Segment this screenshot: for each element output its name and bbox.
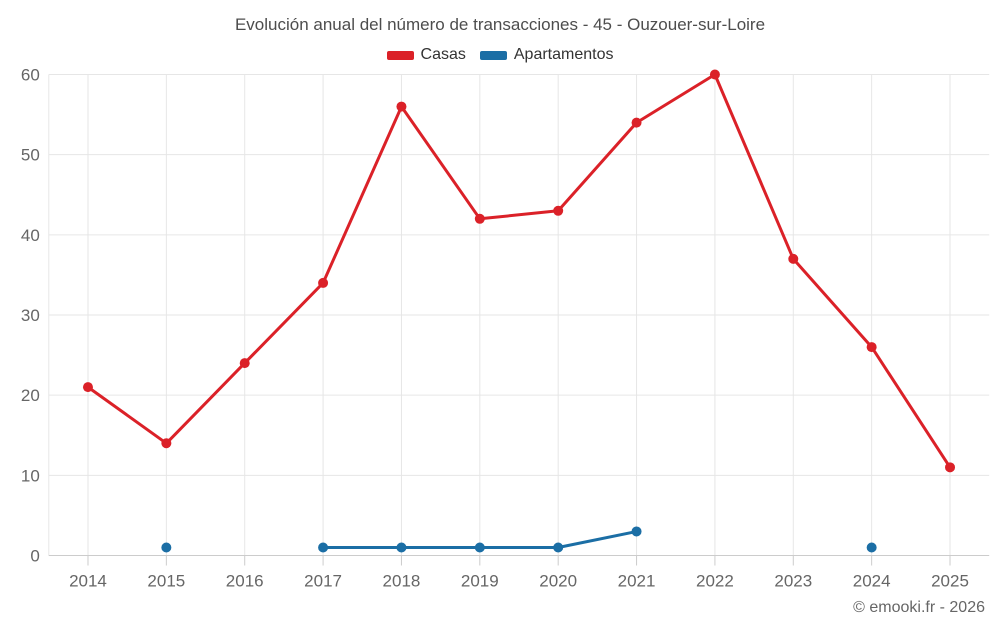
data-point-marker[interactable] bbox=[396, 542, 407, 553]
data-point-marker[interactable] bbox=[788, 253, 799, 264]
x-axis-tick-label: 2023 bbox=[774, 572, 812, 591]
y-axis-tick-label: 40 bbox=[21, 226, 40, 245]
y-axis-tick-label: 0 bbox=[30, 547, 39, 566]
x-axis-tick-label: 2024 bbox=[853, 572, 891, 591]
data-point-marker[interactable] bbox=[474, 542, 485, 553]
data-point-marker[interactable] bbox=[553, 205, 564, 216]
x-axis-tick-label: 2014 bbox=[69, 572, 107, 591]
data-point-marker[interactable] bbox=[631, 117, 642, 128]
legend-label-casas: Casas bbox=[420, 46, 466, 63]
x-axis-tick-label: 2025 bbox=[931, 572, 969, 591]
y-axis-tick-label: 60 bbox=[21, 66, 40, 85]
data-point-marker[interactable] bbox=[239, 358, 250, 369]
legend-item-apartamentos[interactable]: Apartamentos bbox=[479, 46, 614, 64]
y-axis-tick-label: 50 bbox=[21, 146, 40, 165]
legend-item-casas[interactable]: Casas bbox=[386, 46, 466, 64]
data-point-marker[interactable] bbox=[318, 277, 329, 288]
data-point-marker[interactable] bbox=[161, 438, 172, 449]
x-axis-tick-label: 2015 bbox=[147, 572, 185, 591]
copyright-text: © emooki.fr - 2026 bbox=[853, 599, 985, 616]
data-point-marker[interactable] bbox=[82, 382, 93, 393]
data-point-marker[interactable] bbox=[866, 342, 877, 353]
data-point-marker[interactable] bbox=[945, 462, 956, 473]
data-point-marker[interactable] bbox=[553, 542, 564, 553]
data-point-marker[interactable] bbox=[318, 542, 329, 553]
data-point-marker[interactable] bbox=[396, 101, 407, 112]
apartamentos-series-swatch-icon bbox=[479, 50, 507, 60]
legend: Casas Apartamentos bbox=[0, 46, 1000, 64]
data-point-marker[interactable] bbox=[631, 526, 642, 537]
data-point-marker[interactable] bbox=[474, 213, 485, 224]
x-axis-tick-label: 2016 bbox=[226, 572, 264, 591]
legend-label-apartamentos: Apartamentos bbox=[513, 46, 614, 63]
x-axis-tick-label: 2020 bbox=[539, 572, 577, 591]
x-axis-tick-label: 2017 bbox=[304, 572, 342, 591]
data-point-marker[interactable] bbox=[709, 69, 720, 80]
casas-series-swatch-icon bbox=[386, 50, 414, 60]
x-axis-tick-label: 2022 bbox=[696, 572, 734, 591]
y-axis-tick-label: 20 bbox=[21, 386, 40, 405]
y-axis-tick-label: 10 bbox=[21, 466, 40, 485]
data-point-marker[interactable] bbox=[161, 542, 172, 553]
x-axis-tick-label: 2019 bbox=[461, 572, 499, 591]
x-axis-tick-label: 2018 bbox=[383, 572, 421, 591]
y-axis-tick-label: 30 bbox=[21, 306, 40, 325]
chart-title: Evolución anual del número de transaccio… bbox=[234, 15, 766, 34]
data-point-marker[interactable] bbox=[866, 542, 877, 553]
x-axis-tick-label: 2021 bbox=[618, 572, 656, 591]
